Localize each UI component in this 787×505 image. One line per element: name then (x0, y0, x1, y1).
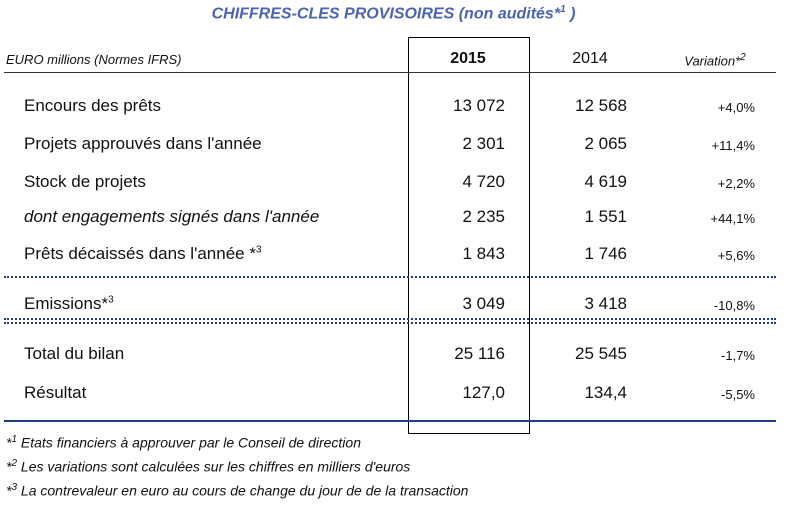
footnote: *1 Etats financiers à approuver par le C… (6, 434, 361, 451)
footnote-marker: * (6, 458, 12, 475)
header-2014: 2014 (572, 50, 608, 67)
separator (4, 276, 776, 278)
footnote-marker: * (6, 434, 12, 451)
row-label: Total du bilan (24, 344, 124, 364)
header-variation-sup: 2 (740, 52, 746, 63)
value-2015: 3 049 (462, 294, 505, 313)
row-label: Encours des prêts (24, 96, 161, 116)
title-close: ) (570, 5, 576, 23)
value-2014: 3 418 (584, 294, 627, 313)
value-2015: 2 235 (462, 207, 505, 226)
value-2014: 2 065 (584, 134, 627, 153)
row-label: Prêts décaissés dans l'année *3 (24, 244, 262, 264)
value-2015: 127,0 (462, 383, 505, 402)
row-label: dont engagements signés dans l'année (24, 207, 319, 227)
row-label-text: dont engagements signés dans l'année (24, 207, 320, 226)
title-text: CHIFFRES-CLES PROVISOIRES (non audités* (211, 5, 561, 23)
value-2014: 1 551 (584, 207, 627, 226)
row-label-text: Total du bilan (24, 344, 125, 363)
title-sup: 1 (560, 4, 566, 15)
footnote-sup: 3 (11, 482, 18, 493)
variation: -5,5% (721, 387, 755, 402)
variation: +4,0% (717, 100, 755, 115)
highlight-box (408, 37, 530, 434)
row-label: Résultat (24, 383, 86, 403)
footnote-sup: 1 (11, 434, 18, 445)
footnote-text: Etats financiers à approuver par le Cons… (20, 434, 361, 451)
value-2015: 4 720 (462, 172, 505, 191)
variation: +11,4% (711, 138, 756, 153)
row-label: Emissions*3 (24, 294, 114, 314)
row-label-text: Résultat (24, 383, 87, 402)
value-2014: 25 545 (575, 344, 627, 363)
value-2015: 1 843 (462, 244, 505, 263)
row-label: Projets approuvés dans l'année (24, 134, 262, 154)
row-label-text: Emissions* (24, 294, 109, 313)
row-label-text: Prêts décaissés dans l'année * (24, 244, 256, 263)
separator (4, 318, 776, 324)
row-label-sup: 3 (255, 244, 262, 256)
value-2014: 12 568 (575, 96, 627, 115)
separator (4, 420, 776, 422)
value-2015: 2 301 (462, 134, 505, 153)
variation: -10,8% (713, 298, 755, 313)
footnote-text: Les variations sont calculées sur les ch… (20, 458, 411, 475)
value-2014: 4 619 (584, 172, 627, 191)
footnote: *3 La contrevaleur en euro au cours de c… (6, 482, 468, 499)
value-2015: 25 116 (454, 344, 505, 363)
footnote-marker: * (6, 482, 12, 499)
row-label-sup: 3 (108, 294, 114, 306)
variation: +5,6% (717, 248, 755, 263)
variation: +44,1% (710, 211, 755, 226)
footnote-sup: 2 (11, 458, 18, 469)
footnote-text: La contrevaleur en euro au cours de chan… (20, 482, 469, 499)
value-2014: 1 746 (584, 244, 627, 263)
header-variation-text: Variation* (684, 53, 741, 69)
row-label-text: Stock de projets (24, 172, 146, 191)
value-2015: 13 072 (453, 96, 505, 115)
value-2014: 134,4 (584, 383, 627, 402)
header-rule (4, 72, 776, 73)
row-label: Stock de projets (24, 172, 146, 192)
variation: -1,7% (721, 348, 755, 363)
row-label-text: Projets approuvés dans l'année (24, 134, 262, 153)
header-2015: 2015 (450, 50, 486, 67)
header-label: EURO millions (Normes IFRS) (6, 52, 182, 67)
title: CHIFFRES-CLES PROVISOIRES (non audités*1… (0, 4, 787, 23)
row-label-text: Encours des prêts (24, 96, 162, 115)
variation: +2,2% (717, 176, 755, 191)
header-variation: Variation*2 (660, 52, 770, 68)
footnote: *2 Les variations sont calculées sur les… (6, 458, 410, 475)
